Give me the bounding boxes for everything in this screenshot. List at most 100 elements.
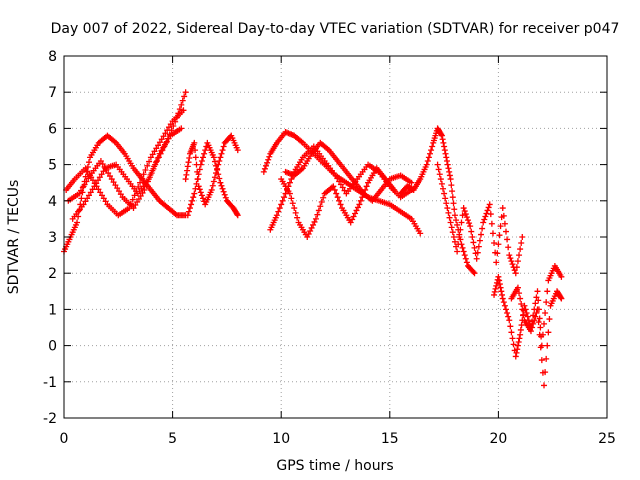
data-point [509, 261, 516, 268]
data-point [519, 234, 526, 240]
data-point [442, 195, 449, 202]
data-point [492, 285, 499, 292]
data-point [200, 195, 207, 202]
data-point [538, 357, 545, 364]
data-point [156, 150, 163, 157]
data-point [196, 166, 203, 173]
data-point [234, 212, 241, 219]
data-point [178, 125, 185, 132]
data-point [292, 209, 299, 216]
data-point [534, 288, 541, 295]
data-point [80, 201, 87, 208]
data-point [307, 227, 314, 234]
data-point [320, 194, 327, 201]
data-point [458, 219, 465, 226]
data-point [537, 344, 544, 351]
data-point [512, 353, 519, 360]
data-point [497, 284, 504, 291]
data-point [145, 176, 152, 183]
data-point [102, 198, 109, 205]
data-point [506, 252, 513, 259]
y-tick-label: 2 [48, 266, 57, 282]
data-point [428, 147, 435, 154]
data-point [184, 163, 191, 170]
data-point [434, 161, 441, 168]
data-point [173, 114, 180, 121]
data-point [305, 230, 312, 237]
data-point [484, 207, 491, 214]
data-point [546, 316, 553, 323]
data-point [451, 212, 458, 219]
data-point [158, 147, 165, 154]
data-point [129, 196, 136, 203]
data-series-arc-1 [61, 132, 189, 255]
data-point [441, 147, 448, 154]
data-point [146, 158, 153, 165]
data-point [506, 317, 513, 324]
data-point [130, 205, 137, 212]
data-point [454, 221, 461, 228]
data-point [178, 101, 185, 108]
data-point [516, 252, 523, 259]
data-point [473, 255, 480, 262]
data-point [318, 199, 325, 206]
data-point [354, 204, 361, 211]
y-axis-label: SDTVAR / TECUs [6, 180, 22, 295]
data-point [495, 241, 502, 248]
data-point [489, 230, 496, 237]
data-point [215, 171, 222, 178]
data-point [216, 175, 223, 182]
data-point [294, 214, 301, 221]
data-point [78, 195, 85, 202]
data-point [456, 234, 463, 240]
data-series-arc-5 [182, 132, 241, 208]
data-point [220, 143, 227, 150]
data-point [279, 197, 286, 204]
x-axis-ticks: 0 5 10 15 20 25 [60, 56, 616, 447]
data-point [425, 154, 432, 161]
data-series-arc-13 [491, 262, 565, 360]
data-point [423, 161, 430, 168]
data-point [481, 216, 488, 223]
data-point [234, 211, 241, 218]
data-point [198, 192, 205, 199]
data-point [108, 176, 115, 183]
data-point [105, 170, 112, 177]
data-point [333, 190, 340, 197]
data-point [447, 219, 454, 226]
data-point [116, 188, 123, 195]
data-point [331, 186, 338, 193]
data-point [451, 238, 458, 245]
data-point [499, 295, 506, 302]
data-point [469, 234, 476, 240]
data-point [172, 118, 179, 125]
data-point [353, 207, 360, 214]
data-point [191, 190, 198, 197]
data-point [514, 284, 521, 291]
data-point [134, 199, 141, 206]
data-point [197, 161, 204, 168]
data-point [97, 157, 104, 164]
data-point [197, 189, 204, 196]
data-point [459, 212, 466, 219]
x-tick-label: 25 [598, 431, 616, 447]
data-point [485, 204, 492, 211]
data-point [198, 157, 205, 164]
data-point [100, 195, 107, 202]
data-point [511, 267, 518, 274]
data-point [144, 162, 151, 169]
data-point [466, 220, 473, 227]
data-point [210, 178, 217, 185]
data-point [532, 313, 539, 320]
data-point [218, 150, 225, 157]
y-tick-label: 3 [48, 230, 57, 246]
data-point [493, 282, 500, 289]
data-point [217, 179, 224, 186]
data-point [336, 178, 343, 185]
x-tick-label: 10 [272, 431, 290, 447]
y-tick-label: -1 [43, 375, 57, 391]
data-point [234, 147, 241, 154]
data-point [470, 239, 477, 246]
data-point [508, 329, 515, 336]
data-point [474, 249, 481, 256]
